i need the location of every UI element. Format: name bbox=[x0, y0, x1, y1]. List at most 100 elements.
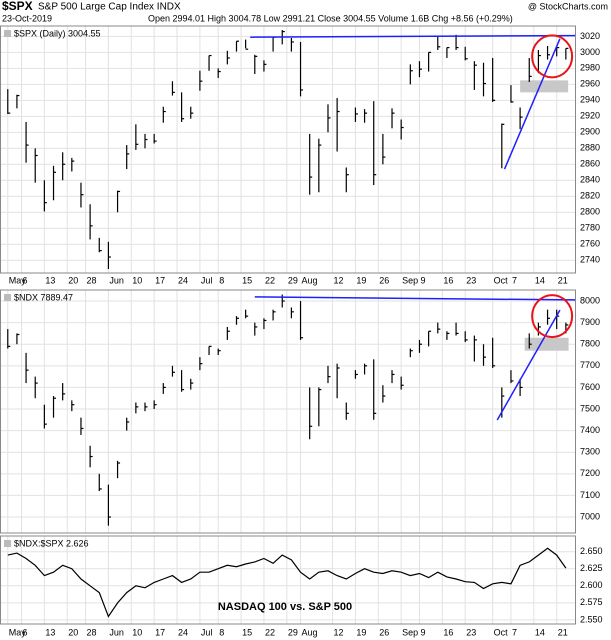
x-tick-label: 24 bbox=[178, 627, 188, 637]
y-tick-label: 7000 bbox=[580, 511, 600, 521]
x-tick-label: 28 bbox=[87, 275, 97, 285]
y-tick-label: 3000 bbox=[580, 47, 600, 57]
x-tick-label: Oct bbox=[494, 275, 509, 285]
y-tick-label: 2960 bbox=[580, 79, 600, 89]
x-tick-label: 10 bbox=[132, 627, 142, 637]
x-tick-label: May bbox=[9, 627, 27, 637]
x-tick-label: 14 bbox=[535, 627, 545, 637]
y-tick-label: 2760 bbox=[580, 239, 600, 249]
x-tick-label: 8 bbox=[219, 275, 224, 285]
legend: $NDX:$SPX 2.626 bbox=[14, 538, 89, 548]
x-tick-label: 24 bbox=[178, 275, 188, 285]
trend-line bbox=[503, 38, 561, 170]
y-tick-label: 7300 bbox=[580, 447, 600, 457]
legend: $SPX (Daily) 3004.55 bbox=[14, 28, 101, 38]
legend-icon bbox=[4, 30, 11, 37]
panel-frame bbox=[0, 535, 576, 625]
x-tick-label: Aug bbox=[302, 627, 318, 637]
x-tick-label: 20 bbox=[68, 627, 78, 637]
x-tick-label: 9 bbox=[420, 275, 425, 285]
trend-line bbox=[496, 309, 561, 421]
x-tick-label: 26 bbox=[379, 275, 389, 285]
x-tick-label: Aug bbox=[302, 275, 318, 285]
x-tick-label: Jun bbox=[109, 627, 124, 637]
trend-line bbox=[254, 296, 576, 301]
quote: Open 2994.01 High 3004.78 Low 2991.21 Cl… bbox=[148, 13, 513, 23]
y-tick-label: 2900 bbox=[580, 127, 600, 137]
panel-frame bbox=[0, 289, 576, 534]
x-tick-label: 12 bbox=[334, 627, 344, 637]
ratio-line bbox=[7, 547, 567, 618]
trend-line bbox=[250, 34, 576, 38]
y-tick-label: 7100 bbox=[580, 490, 600, 500]
y-tick-label: 3020 bbox=[580, 31, 600, 41]
x-tick-label: 20 bbox=[68, 275, 78, 285]
y-tick-label: 7700 bbox=[580, 360, 600, 370]
panel-frame bbox=[0, 25, 576, 274]
y-tick-label: 2920 bbox=[580, 111, 600, 121]
highlight-box bbox=[520, 80, 569, 93]
date: 23-Oct-2019 bbox=[2, 13, 52, 23]
x-tick-label: 29 bbox=[288, 275, 298, 285]
x-tick-label: 16 bbox=[443, 275, 453, 285]
symbol: $SPX bbox=[2, 0, 33, 13]
x-tick-label: 19 bbox=[356, 627, 366, 637]
y-tick-label: 7800 bbox=[580, 339, 600, 349]
y-tick-label: 2980 bbox=[580, 63, 600, 73]
annotation: NASDAQ 100 vs. S&P 500 bbox=[218, 601, 352, 613]
x-tick-label: 28 bbox=[87, 627, 97, 637]
x-tick-label: 16 bbox=[443, 627, 453, 637]
x-tick-label: 6 bbox=[22, 627, 27, 637]
y-tick-label: 2.625 bbox=[580, 563, 603, 573]
x-tick-label: 8 bbox=[219, 627, 224, 637]
x-tick-label: 21 bbox=[558, 627, 568, 637]
x-tick-label: 26 bbox=[379, 627, 389, 637]
y-tick-label: 2.575 bbox=[580, 597, 603, 607]
index-name: S&P 500 Large Cap Index INDX bbox=[38, 2, 181, 13]
x-tick-label: Jul bbox=[201, 627, 213, 637]
x-tick-label: 9 bbox=[420, 627, 425, 637]
y-tick-label: 7400 bbox=[580, 425, 600, 435]
y-tick-label: 2.650 bbox=[580, 546, 603, 556]
y-tick-label: 2860 bbox=[580, 159, 600, 169]
x-tick-label: 23 bbox=[466, 627, 476, 637]
y-tick-label: 2820 bbox=[580, 191, 600, 201]
x-tick-label: Oct bbox=[494, 627, 509, 637]
y-tick-label: 7500 bbox=[580, 403, 600, 413]
x-tick-label: 22 bbox=[265, 275, 275, 285]
y-tick-label: 2800 bbox=[580, 207, 600, 217]
highlight-circle bbox=[531, 34, 574, 79]
x-tick-label: Sep bbox=[402, 275, 418, 285]
x-tick-label: 23 bbox=[466, 275, 476, 285]
x-tick-label: 7 bbox=[512, 627, 517, 637]
x-tick-label: 21 bbox=[558, 275, 568, 285]
legend-icon bbox=[4, 540, 11, 547]
y-tick-label: 2840 bbox=[580, 175, 600, 185]
y-tick-label: 2.550 bbox=[580, 614, 603, 624]
x-tick-label: 19 bbox=[356, 275, 366, 285]
y-tick-label: 2880 bbox=[580, 143, 600, 153]
x-tick-label: 29 bbox=[288, 627, 298, 637]
x-tick-label: 15 bbox=[242, 275, 252, 285]
x-tick-label: 13 bbox=[45, 627, 55, 637]
source: @ StockCharts.com bbox=[528, 1, 608, 11]
x-tick-label: Jun bbox=[109, 275, 124, 285]
x-tick-label: 12 bbox=[334, 275, 344, 285]
x-tick-label: 7 bbox=[512, 275, 517, 285]
highlight-circle bbox=[531, 294, 574, 339]
y-tick-label: 7600 bbox=[580, 382, 600, 392]
x-tick-label: 17 bbox=[155, 275, 165, 285]
x-tick-label: 14 bbox=[535, 275, 545, 285]
x-tick-label: 6 bbox=[22, 275, 27, 285]
x-tick-label: Sep bbox=[402, 627, 418, 637]
y-tick-label: 2780 bbox=[580, 223, 600, 233]
x-tick-label: 22 bbox=[265, 627, 275, 637]
x-tick-label: 17 bbox=[155, 627, 165, 637]
y-tick-label: 7200 bbox=[580, 468, 600, 478]
legend-icon bbox=[4, 294, 11, 301]
y-tick-label: 2.600 bbox=[580, 580, 603, 590]
x-tick-label: 15 bbox=[242, 627, 252, 637]
highlight-box bbox=[524, 337, 569, 351]
y-tick-label: 2940 bbox=[580, 95, 600, 105]
